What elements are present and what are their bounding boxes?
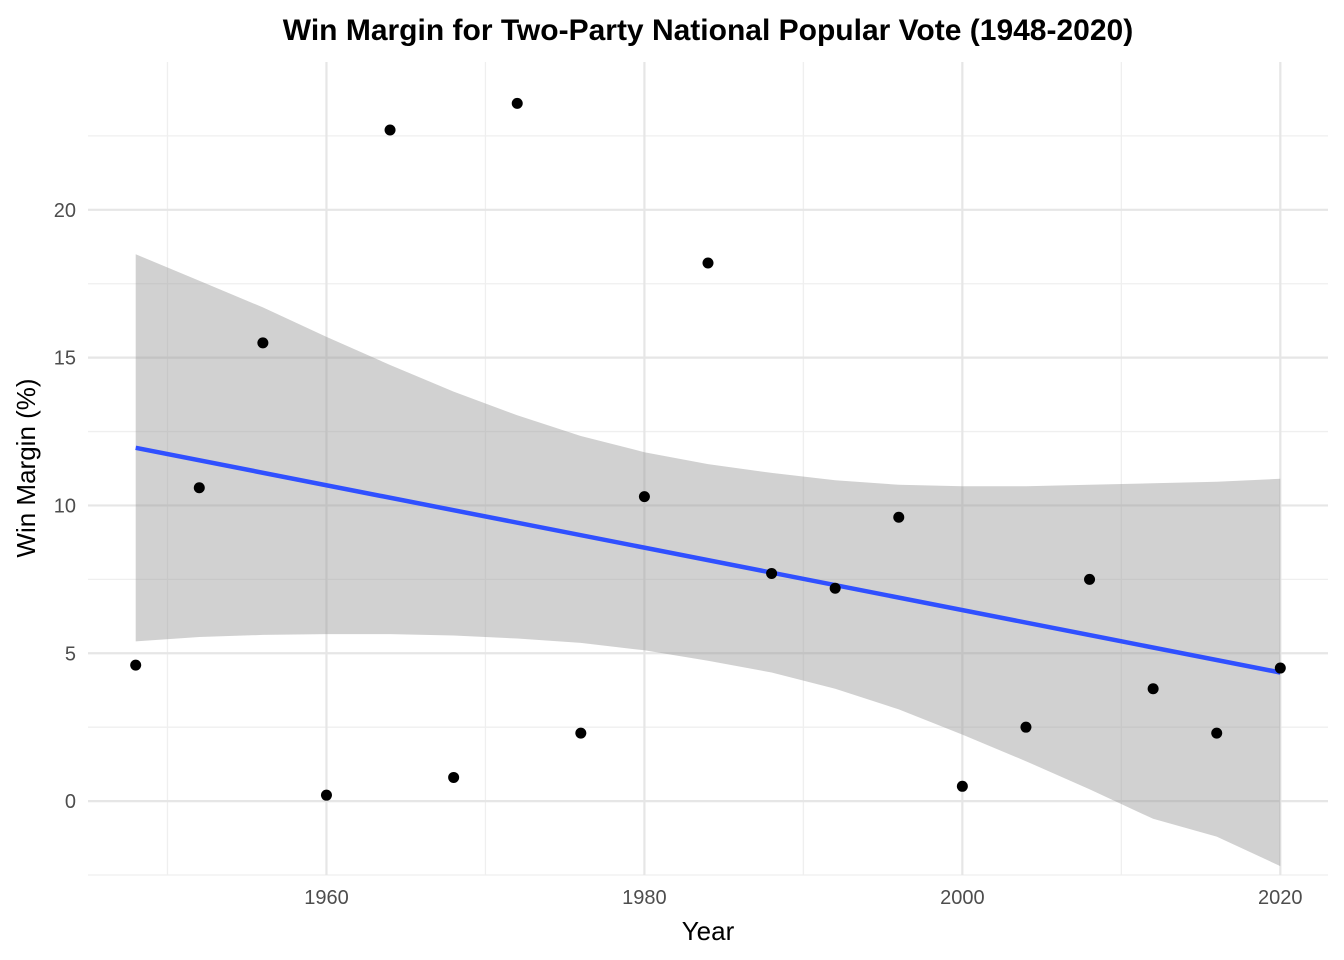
data-point xyxy=(384,124,396,136)
data-point xyxy=(511,97,523,109)
data-point xyxy=(1020,721,1032,733)
data-point xyxy=(956,780,968,792)
x-axis-ticks: 1960 1980 2000 2020 xyxy=(304,887,1302,909)
fit-line-layer xyxy=(135,445,1281,675)
y-tick-label: 15 xyxy=(54,348,76,370)
data-point xyxy=(829,582,841,594)
data-point xyxy=(575,727,587,739)
y-tick-label: 0 xyxy=(65,791,76,813)
points-layer xyxy=(130,97,1286,801)
data-point xyxy=(257,337,269,349)
x-tick-label: 1960 xyxy=(304,887,349,909)
x-axis-title: Year xyxy=(682,916,735,946)
chart-title: Win Margin for Two-Party National Popula… xyxy=(283,14,1133,47)
y-axis-title: Win Margin (%) xyxy=(11,378,41,557)
data-point xyxy=(766,567,778,579)
data-point xyxy=(1147,683,1159,695)
data-point xyxy=(1084,573,1096,585)
data-point xyxy=(130,659,142,671)
data-point xyxy=(448,771,460,783)
data-point xyxy=(1211,727,1223,739)
data-point xyxy=(193,482,205,494)
regression-line xyxy=(135,445,1281,675)
x-tick-label: 2000 xyxy=(940,887,985,909)
data-point xyxy=(702,257,714,269)
y-tick-label: 5 xyxy=(65,643,76,665)
data-point xyxy=(1274,662,1286,674)
data-point xyxy=(638,491,650,503)
grid xyxy=(88,62,1328,876)
x-tick-label: 1980 xyxy=(622,887,667,909)
y-axis-ticks: 0 5 10 15 20 xyxy=(54,200,76,813)
data-point xyxy=(893,511,905,523)
data-point xyxy=(320,789,332,801)
y-tick-label: 10 xyxy=(54,495,76,517)
y-tick-label: 20 xyxy=(54,200,76,222)
x-tick-label: 2020 xyxy=(1258,887,1303,909)
